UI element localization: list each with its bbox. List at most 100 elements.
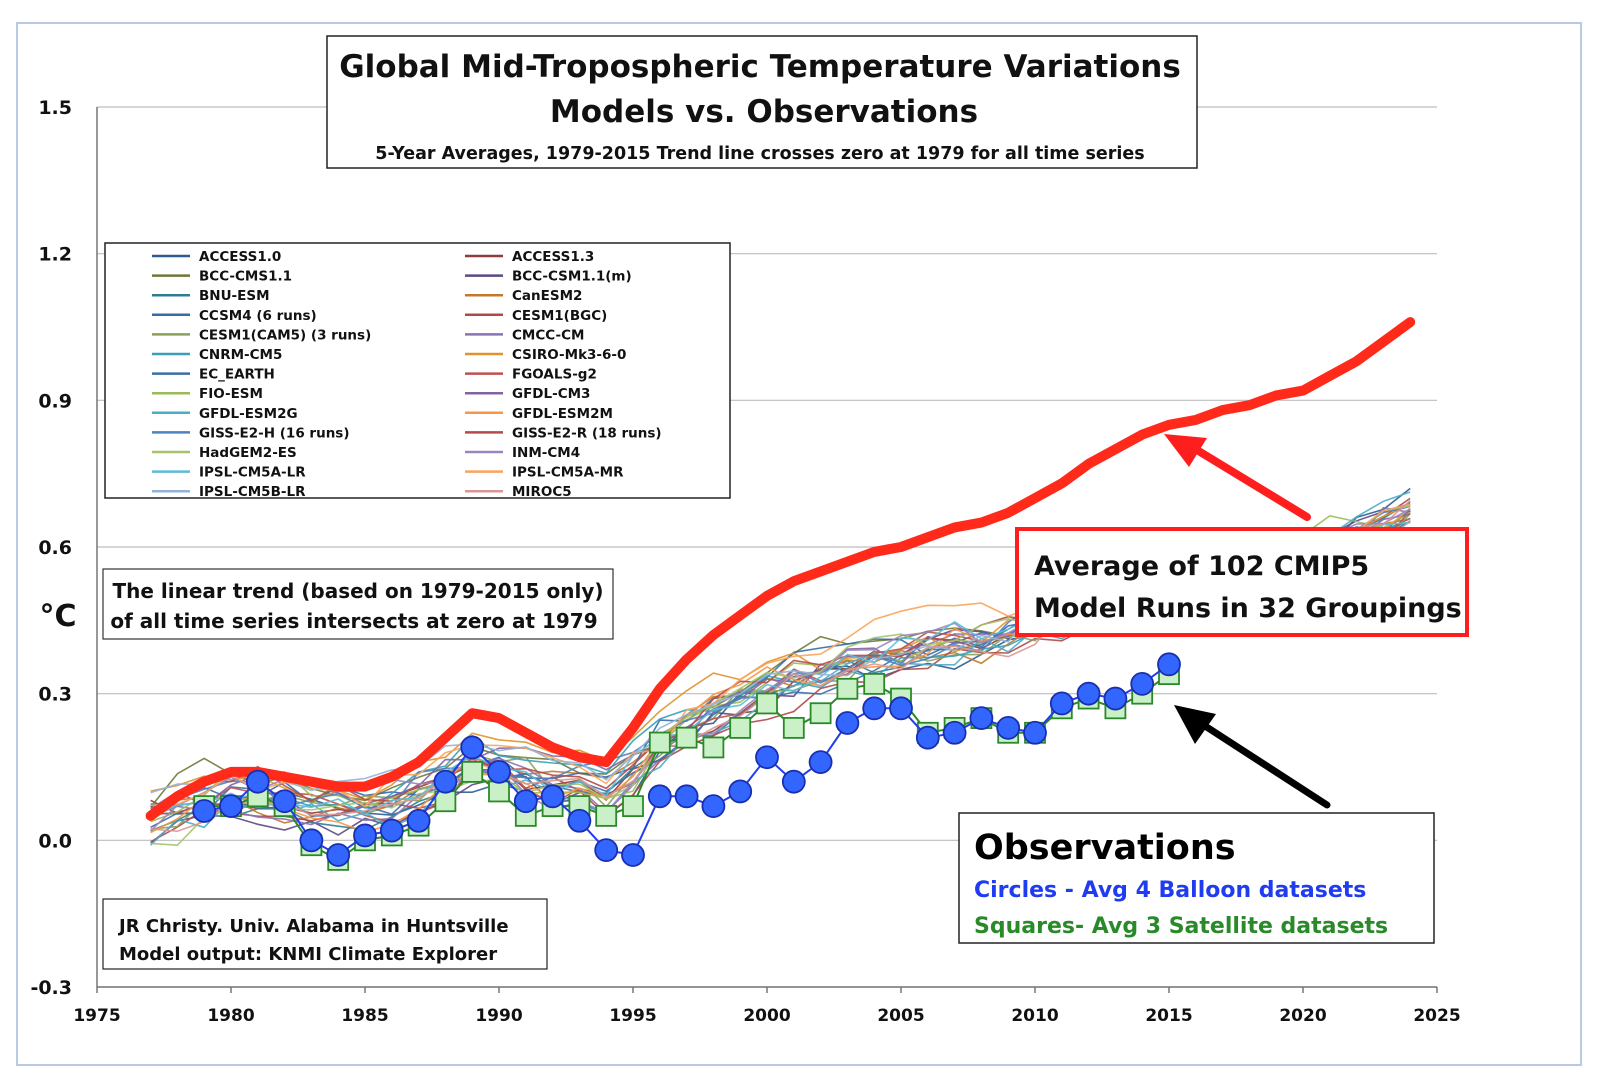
balloon-circle — [406, 808, 431, 833]
model-average — [145, 317, 1416, 821]
satellite-square — [461, 760, 484, 783]
satellite-square — [756, 692, 778, 715]
balloon-circle — [728, 779, 753, 804]
legend-label: INM-CM4 — [512, 445, 580, 461]
legend-label: BCC-CMS1.1 — [199, 269, 292, 285]
x-tick-label: 1985 — [341, 1006, 388, 1026]
balloon-circle — [513, 789, 538, 814]
legend-label: BNU-ESM — [199, 288, 270, 304]
observations-arrow-head — [1174, 705, 1216, 744]
y-tick-label: 0.6 — [38, 537, 72, 559]
x-tick-label: 1995 — [609, 1006, 656, 1026]
balloon-circle — [192, 799, 217, 823]
legend-label: CESM1(BGC) — [512, 308, 607, 324]
legend-label: BCC-CSM1.1(m) — [512, 269, 632, 285]
balloon-circle — [942, 720, 967, 745]
balloon-circle — [326, 843, 351, 867]
legend-label: CSIRO-Mk3-6-0 — [512, 347, 626, 363]
legend-label: CESM1(CAM5) (3 runs) — [199, 327, 371, 343]
legend-label: IPSL-CM5A-LR — [199, 465, 306, 481]
balloon-circle — [460, 735, 485, 760]
balloon-legend-text: Circles - Avg 4 Balloon datasets — [974, 878, 1366, 903]
balloon-circle — [889, 696, 913, 721]
balloon-circle — [379, 818, 404, 843]
y-axis-label: °C — [39, 599, 76, 634]
balloon-circle — [781, 769, 806, 794]
balloon-circle — [594, 838, 619, 863]
chart-subtitle: 5-Year Averages, 1979-2015 Trend line cr… — [375, 144, 1144, 164]
balloon-circle — [1103, 686, 1128, 711]
x-tick-label: 2000 — [743, 1006, 790, 1026]
satellite-square — [702, 736, 725, 759]
model-average-line — [145, 317, 1416, 821]
observations — [192, 652, 1181, 871]
legend-label: CNRM-CM5 — [199, 347, 282, 363]
balloon-circle — [567, 808, 592, 833]
axes: -0.3 0.0 0.3 0.6 0.9 1.2 1.5 1975 1980 1985 1990 19… — [30, 97, 1460, 1026]
model-runs — [149, 487, 1411, 847]
balloon-circle — [621, 843, 645, 867]
average-arrow — [1188, 443, 1311, 521]
average-arrow-head — [1164, 434, 1207, 467]
legend-label: GISS-E2-R (18 runs) — [512, 425, 662, 441]
x-tick-label: 1975 — [73, 1006, 120, 1026]
satellite-square — [434, 790, 457, 813]
credit-box — [102, 898, 548, 970]
legend-label: GFDL-ESM2G — [199, 406, 298, 422]
temperature-chart: -0.3 0.0 0.3 0.6 0.9 1.2 1.5 1975 1980 1985 1990 19… — [30, 35, 1469, 1026]
y-tick-label: 1.5 — [38, 97, 72, 119]
legend-label: GISS-E2-H (16 runs) — [199, 425, 350, 441]
x-tick-label: 2020 — [1279, 1006, 1326, 1026]
observations-box — [958, 812, 1435, 944]
x-tick-label: 2015 — [1145, 1006, 1192, 1026]
satellite-square — [675, 726, 698, 749]
legend-label: GFDL-ESM2M — [512, 406, 613, 422]
average-label-box — [1015, 527, 1469, 637]
satellite-square — [488, 780, 510, 803]
satellite-square — [595, 804, 618, 827]
y-tick-label: 0.9 — [38, 390, 72, 412]
balloon-circle — [1049, 691, 1074, 716]
balloon-circle — [219, 794, 243, 819]
x-tick-label: 2025 — [1413, 1006, 1460, 1026]
balloon-circle — [299, 828, 324, 853]
balloon-circle — [272, 789, 297, 814]
balloon-circle — [353, 823, 377, 848]
y-tick-label: 0.0 — [38, 830, 72, 852]
balloon-circle — [835, 711, 860, 735]
chart-frame: -0.3 0.0 0.3 0.6 0.9 1.2 1.5 1975 1980 1985 1990 19… — [16, 22, 1582, 1066]
balloon-circle — [674, 784, 699, 809]
chart-title: Global Mid-Tropospheric Temperature Vari… — [339, 49, 1181, 85]
balloon-circle — [433, 769, 458, 794]
legend-label: GFDL-CM3 — [512, 386, 590, 402]
legend-box — [104, 242, 731, 499]
observations-arrow — [1198, 720, 1331, 809]
satellite-legend-text: Squares- Avg 3 Satellite datasets — [974, 914, 1388, 939]
legend-label: HadGEM2-ES — [199, 445, 297, 461]
balloon-circle — [996, 715, 1021, 740]
balloon-circle — [540, 784, 565, 809]
balloon-circle — [245, 769, 270, 794]
satellite-square — [648, 731, 671, 754]
y-tick-label: 1.2 — [38, 244, 72, 266]
legend-label: EC_EARTH — [199, 367, 275, 383]
legend-label: FGOALS-g2 — [512, 367, 597, 383]
x-tick-label: 1990 — [475, 1006, 522, 1026]
balloon-circle — [808, 750, 833, 775]
satellite-square — [729, 716, 752, 739]
satellite-square — [809, 702, 832, 725]
trend-note-line2: of all time series intersects at zero at… — [110, 609, 597, 633]
legend-label: CCSM4 (6 runs) — [199, 308, 317, 324]
satellite-square — [622, 795, 644, 818]
title-box — [326, 35, 1198, 169]
satellite-square — [782, 716, 805, 739]
balloon-circle — [647, 784, 672, 809]
observations-title: Observations — [974, 828, 1236, 868]
balloon-circle — [969, 706, 994, 731]
average-label-line1: Average of 102 CMIP5 — [1034, 551, 1369, 582]
legend-label: ACCESS1.0 — [199, 249, 281, 265]
balloon-circle — [915, 725, 940, 750]
balloon-circle — [701, 794, 726, 819]
credit-line1: JR Christy. Univ. Alabama in Huntsville — [117, 916, 509, 937]
average-label-line2: Model Runs in 32 Groupings — [1034, 593, 1462, 624]
